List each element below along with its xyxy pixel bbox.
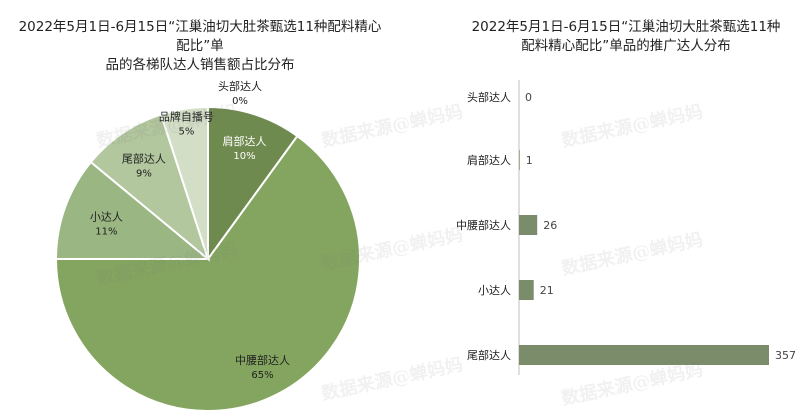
- pie-slice-value-label: 9%: [136, 169, 152, 180]
- bar-value-label: 0: [525, 91, 532, 104]
- pie-slice: [54, 160, 211, 260]
- pie-title-line-2: 品的各梯队达人销售额占比分布: [105, 57, 295, 73]
- pie-slice-label: 头部达人: [218, 79, 262, 93]
- pie-slice-value-label: 10%: [233, 151, 255, 162]
- bar-title-line-2: 配料精心配比”单品的推广达人分布: [521, 38, 731, 54]
- bar-category-label: 头部达人: [467, 90, 511, 104]
- bar: [519, 215, 538, 235]
- bar-category-label: 尾部达人: [467, 348, 511, 362]
- bar-value-label: 26: [543, 219, 557, 232]
- bar-chart-title: 2022年5月1日-6月15日“江巢油切大肚茶甄选11种 配料精心配比”单品的推…: [470, 18, 782, 56]
- bar: [519, 150, 520, 170]
- bar-category-label: 肩部达人: [467, 153, 511, 167]
- pie-slice-value-label: 0%: [232, 96, 248, 107]
- pie-slice: [207, 105, 299, 263]
- pie-slice-value-label: 11%: [95, 226, 117, 237]
- bar-title-line-1: 2022年5月1日-6月15日“江巢油切大肚茶甄选11种: [471, 19, 781, 35]
- pie-slice: [159, 105, 209, 260]
- pie-chart-title: 2022年5月1日-6月15日“江巢油切大肚茶甄选11种配料精心配比”单 品的各…: [14, 18, 386, 75]
- bar-category-label: 中腰部达人: [456, 218, 511, 232]
- pie-slice-label: 肩部达人: [222, 134, 266, 148]
- pie-slice-value-label: 65%: [251, 370, 273, 381]
- pie-slice-label: 中腰部达人: [235, 353, 290, 367]
- pie-slice: [89, 113, 211, 262]
- pie-slice-value-label: 5%: [178, 127, 194, 138]
- bar: [519, 280, 534, 300]
- pie-title-line-1: 2022年5月1日-6月15日“江巢油切大肚茶甄选11种配料精心配比”单: [18, 19, 382, 54]
- pie-slice-label: 品牌自播号: [159, 110, 214, 124]
- bar-value-label: 357: [775, 349, 796, 362]
- bar-value-label: 21: [540, 284, 554, 297]
- pie-slice-label: 小达人: [90, 210, 123, 223]
- bar: [519, 345, 769, 365]
- bar-value-label: 1: [526, 154, 533, 167]
- pie-slice: [54, 134, 361, 411]
- pie-slice-label: 尾部达人: [122, 152, 166, 166]
- bar-category-label: 小达人: [478, 284, 511, 297]
